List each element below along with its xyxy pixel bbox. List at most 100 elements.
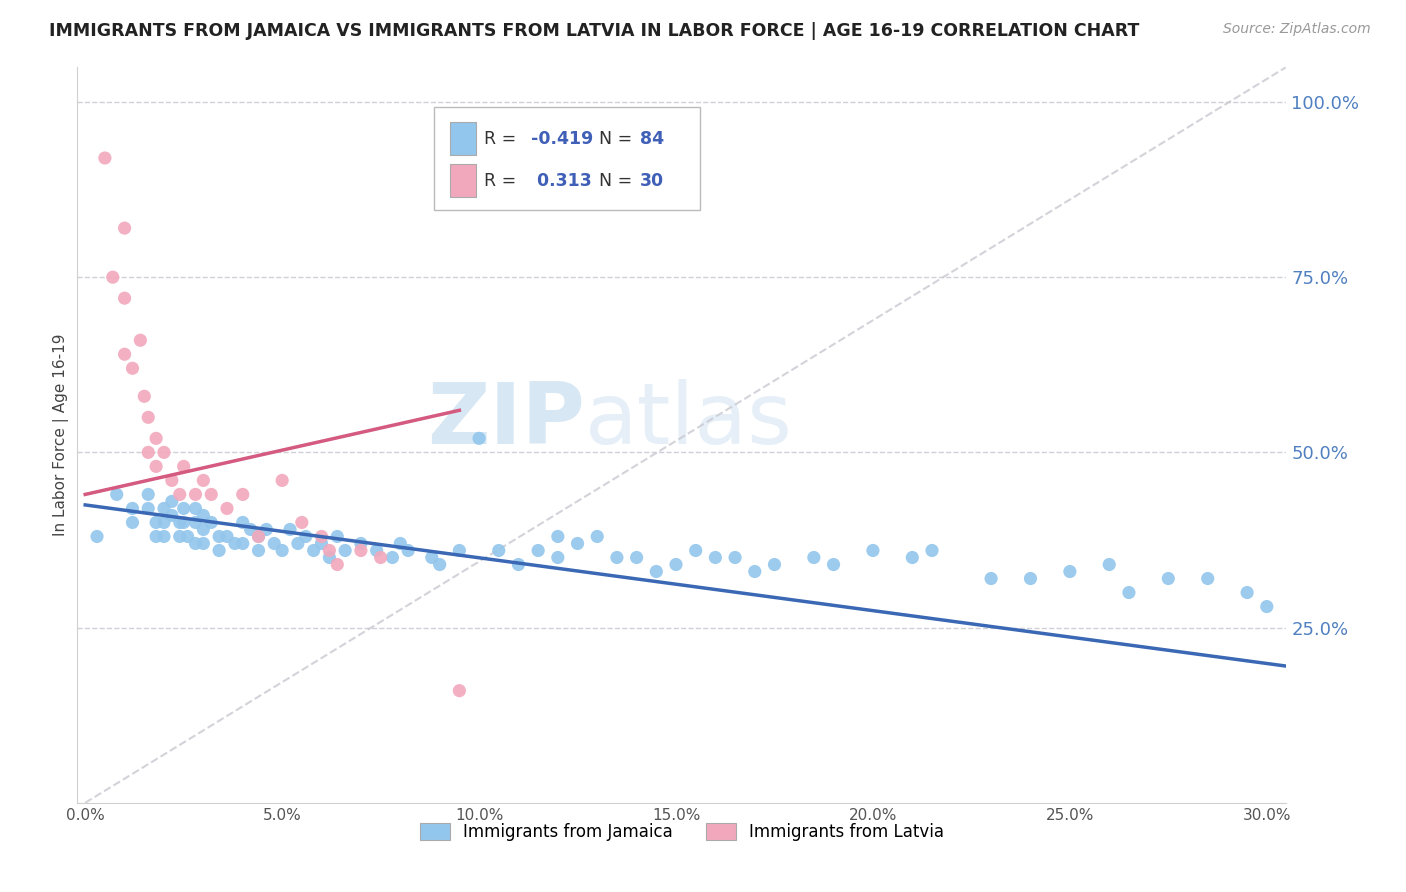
Point [134, 389, 156, 403]
Point [271, 474, 294, 488]
Point [1059, 565, 1081, 579]
Point [129, 333, 152, 347]
Point [333, 543, 356, 558]
Point [224, 536, 246, 550]
Point [547, 550, 569, 565]
Point [665, 558, 688, 572]
Point [121, 501, 143, 516]
Text: N =: N = [588, 130, 637, 148]
Point [302, 543, 325, 558]
Text: -0.419: -0.419 [531, 130, 593, 148]
Point [803, 550, 825, 565]
Point [208, 543, 231, 558]
Text: 30: 30 [640, 172, 664, 190]
FancyBboxPatch shape [434, 107, 700, 211]
Point [208, 529, 231, 543]
Point [114, 291, 136, 305]
Point [1236, 585, 1258, 599]
Point [176, 529, 198, 543]
Point [247, 529, 270, 543]
Point [145, 516, 167, 530]
Point [145, 529, 167, 543]
Point [567, 536, 589, 550]
Point [396, 543, 419, 558]
Text: Source: ZipAtlas.com: Source: ZipAtlas.com [1223, 22, 1371, 37]
Point [114, 347, 136, 361]
Point [527, 543, 550, 558]
Point [318, 543, 340, 558]
Point [901, 550, 924, 565]
Point [291, 516, 314, 530]
Point [1098, 558, 1121, 572]
Point [350, 543, 373, 558]
Point [263, 536, 285, 550]
Point [184, 487, 207, 501]
Point [169, 487, 191, 501]
Point [1157, 572, 1180, 586]
Point [215, 529, 238, 543]
Point [193, 536, 215, 550]
Point [153, 529, 176, 543]
Point [318, 550, 340, 565]
Point [145, 459, 167, 474]
Point [381, 550, 404, 565]
FancyBboxPatch shape [450, 164, 477, 197]
Point [173, 516, 195, 530]
Point [193, 508, 215, 523]
Point [200, 487, 222, 501]
Point [136, 445, 159, 459]
Point [173, 501, 195, 516]
FancyBboxPatch shape [450, 122, 477, 155]
Point [184, 501, 207, 516]
Point [153, 516, 176, 530]
Point [173, 459, 195, 474]
Point [606, 550, 628, 565]
Point [547, 529, 569, 543]
Point [94, 151, 117, 165]
Text: 84: 84 [640, 130, 664, 148]
Point [1118, 585, 1140, 599]
Point [744, 565, 766, 579]
Text: 0.313: 0.313 [531, 172, 592, 190]
Point [287, 536, 309, 550]
Point [101, 270, 124, 285]
Point [121, 516, 143, 530]
Point [862, 543, 884, 558]
Point [1197, 572, 1219, 586]
Point [389, 536, 412, 550]
Point [326, 558, 349, 572]
Point [145, 431, 167, 445]
Point [184, 516, 207, 530]
Legend: Immigrants from Jamaica, Immigrants from Latvia: Immigrants from Jamaica, Immigrants from… [411, 814, 953, 850]
Point [508, 558, 530, 572]
Point [1256, 599, 1278, 614]
Point [169, 516, 191, 530]
Text: R =: R = [484, 130, 522, 148]
Point [311, 536, 333, 550]
Point [184, 536, 207, 550]
Point [86, 529, 108, 543]
Point [311, 529, 333, 543]
Point [254, 523, 277, 537]
Point [294, 529, 316, 543]
Point [326, 529, 349, 543]
Point [429, 558, 451, 572]
Point [136, 487, 159, 501]
Point [247, 529, 270, 543]
Point [160, 474, 183, 488]
Point [114, 221, 136, 235]
Point [160, 494, 183, 508]
Point [449, 683, 471, 698]
Point [121, 361, 143, 376]
Point [724, 550, 747, 565]
Text: N =: N = [588, 172, 637, 190]
Point [160, 508, 183, 523]
Point [350, 536, 373, 550]
Point [1019, 572, 1042, 586]
Point [247, 543, 270, 558]
Point [136, 410, 159, 425]
Point [193, 474, 215, 488]
Point [685, 543, 707, 558]
Point [232, 516, 254, 530]
Point [169, 529, 191, 543]
